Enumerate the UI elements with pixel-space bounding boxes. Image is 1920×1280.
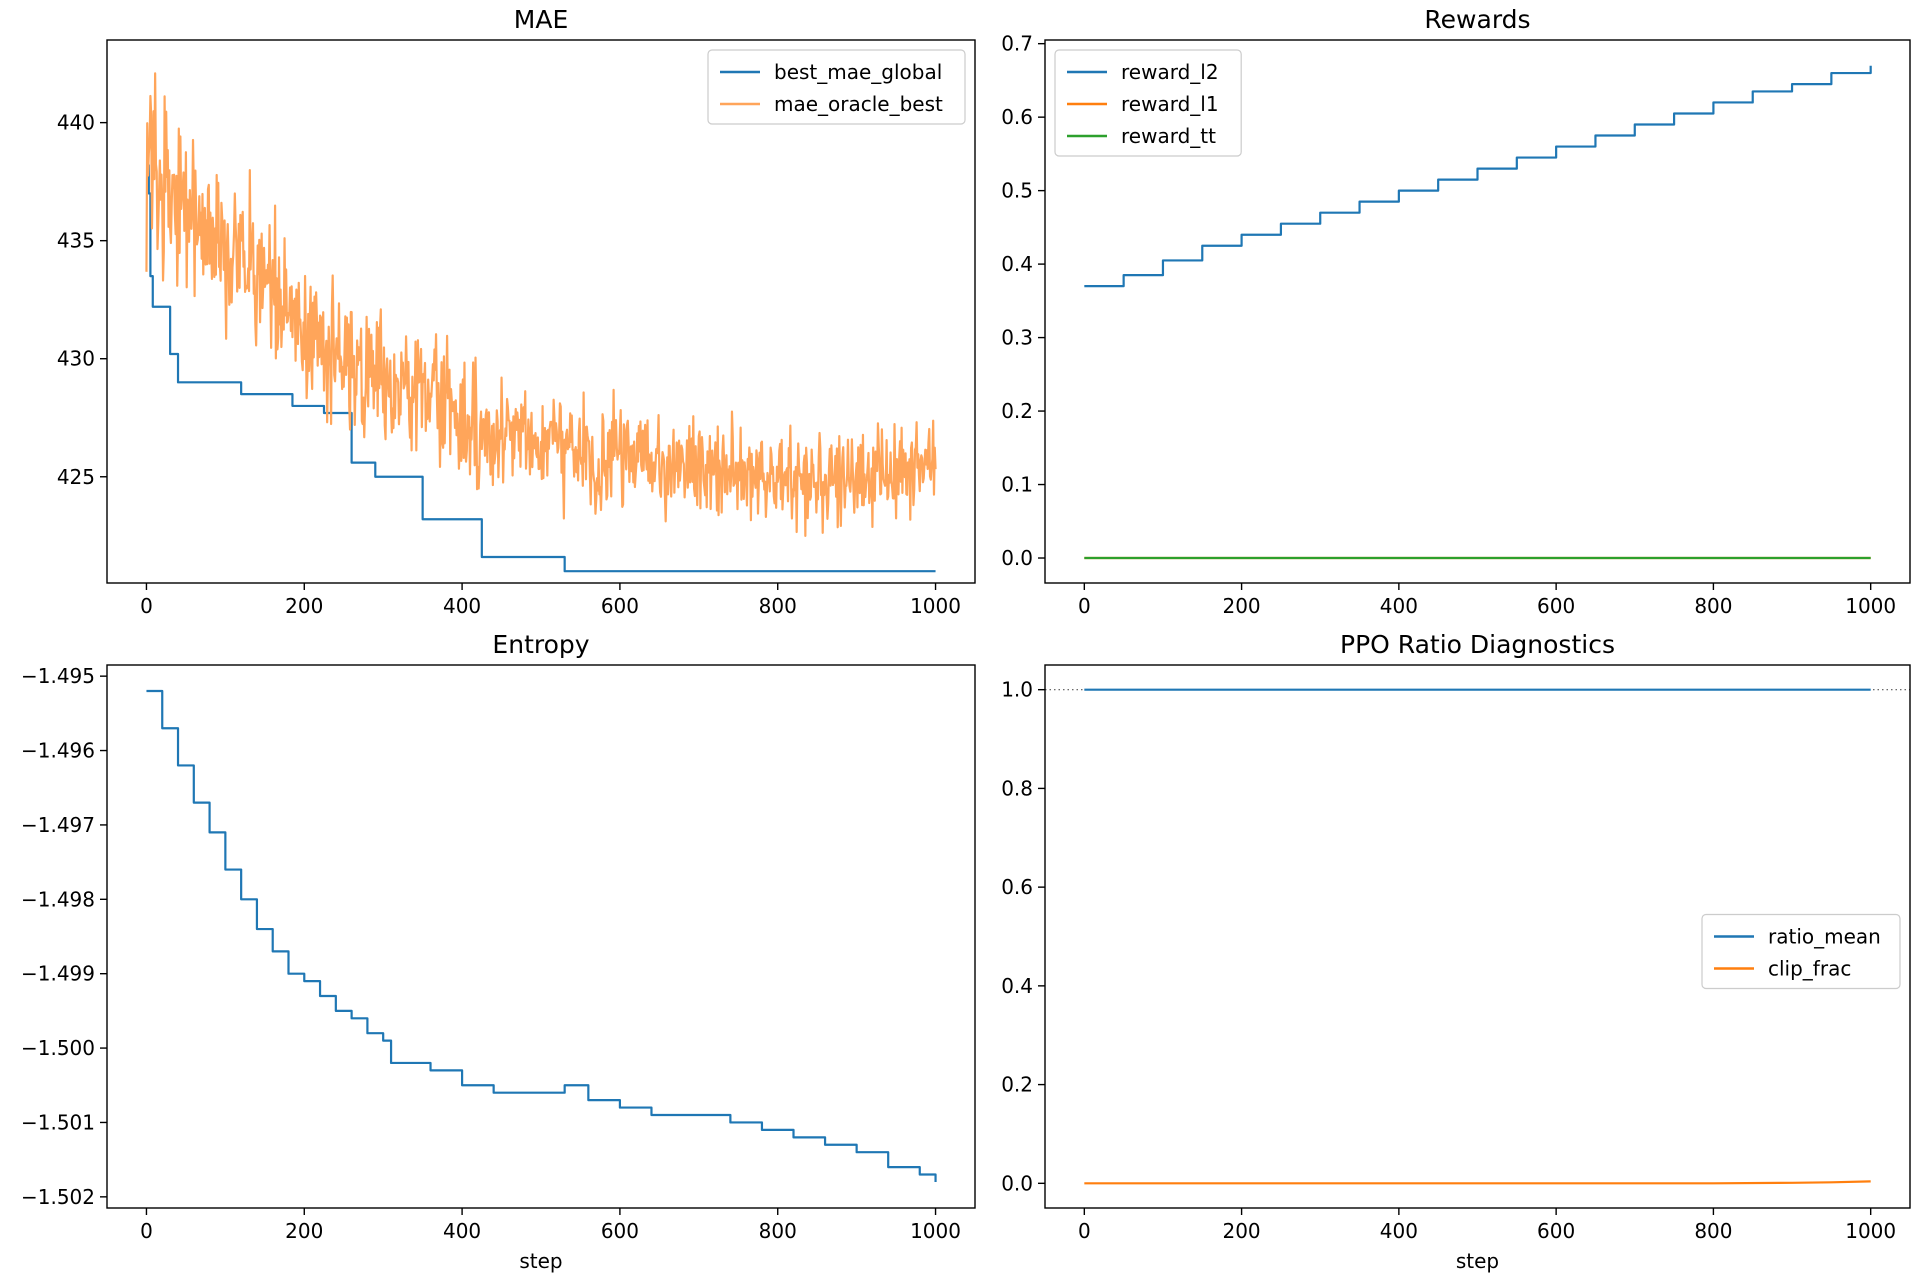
x-tick-label: 600 (601, 1219, 639, 1243)
x-tick-label: 1000 (1845, 594, 1896, 618)
legend-label: mae_oracle_best (774, 92, 943, 116)
x-tick-label: 600 (1537, 1219, 1575, 1243)
y-tick-label: 1.0 (1001, 678, 1033, 702)
legend-label: reward_l1 (1121, 92, 1219, 116)
legend-label: ratio_mean (1768, 925, 1881, 949)
x-tick-label: 800 (759, 1219, 797, 1243)
x-tick-label: 200 (285, 1219, 323, 1243)
x-axis-label: step (519, 1249, 562, 1273)
subplot-ppo: 0 200 400 600 800 1000 0.0 0.2 0.4 0.6 0.8 1.0 PPO R… (1001, 630, 1911, 1273)
legend-label: reward_l2 (1121, 60, 1219, 84)
y-tick-label: 0.0 (1001, 546, 1033, 570)
chart-title: PPO Ratio Diagnostics (1340, 630, 1615, 659)
y-tick-label: 425 (57, 465, 95, 489)
x-tick-label: 800 (1694, 594, 1732, 618)
series-line-entropy-0 (146, 689, 937, 1182)
legend-box (707, 49, 966, 125)
subplot-entropy: 0 200 400 600 800 1000 −1.502 −1.501 −1.500 −1.49… (21, 630, 976, 1273)
x-tick-label: 400 (1380, 1219, 1418, 1243)
series-line-rewards-0 (1084, 65, 1872, 288)
y-tick-label: 430 (57, 347, 95, 371)
y-tick-label: 0.0 (1001, 1171, 1033, 1195)
x-tick-label: 1000 (910, 1219, 961, 1243)
y-tick-label: −1.495 (21, 664, 95, 688)
y-tick-label: −1.501 (21, 1110, 95, 1134)
y-tick-label: −1.500 (21, 1036, 95, 1060)
x-tick-label: 200 (1222, 1219, 1260, 1243)
x-tick-label: 1000 (910, 594, 961, 618)
y-tick-label: 0.2 (1001, 399, 1033, 423)
x-tick-label: 200 (1222, 594, 1260, 618)
axes-frame (1044, 664, 1911, 1209)
x-tick-label: 400 (1380, 594, 1418, 618)
x-tick-label: 0 (140, 1219, 153, 1243)
x-axis-label: step (1456, 1249, 1499, 1273)
y-tick-label: 435 (57, 229, 95, 253)
chart-title: Rewards (1424, 5, 1530, 34)
x-tick-label: 0 (1078, 1219, 1091, 1243)
subplot-rewards: 0 200 400 600 800 1000 0.0 0.1 0.2 0.3 0.4 0.5 0.6 0.… (1001, 5, 1911, 618)
y-tick-label: 0.5 (1001, 179, 1033, 203)
y-tick-label: −1.502 (21, 1185, 95, 1209)
y-tick-label: −1.496 (21, 739, 95, 763)
x-tick-label: 0 (1078, 594, 1091, 618)
y-tick-label: −1.498 (21, 887, 95, 911)
subplot-mae: 0 200 400 600 800 1000 425 430 435 440 MAE best_mae… (57, 5, 976, 618)
legend-box (1054, 49, 1242, 157)
y-tick-label: 0.6 (1001, 875, 1033, 899)
chart-title: MAE (514, 5, 568, 34)
legend: best_mae_global mae_oracle_best (707, 49, 966, 125)
legend: ratio_mean clip_frac (1701, 913, 1901, 990)
legend-label: reward_tt (1121, 124, 1216, 148)
x-tick-label: 800 (1694, 1219, 1732, 1243)
series-line-ppo-1 (1084, 1180, 1871, 1185)
y-tick-label: 0.2 (1001, 1073, 1033, 1097)
x-tick-label: 600 (1537, 594, 1575, 618)
axes-frame (1044, 39, 1911, 584)
legend-label: clip_frac (1768, 957, 1851, 981)
x-tick-label: 600 (601, 594, 639, 618)
y-tick-label: −1.499 (21, 962, 95, 986)
series-line-mae-1 (145, 72, 937, 538)
y-tick-label: 0.3 (1001, 326, 1033, 350)
series-line-mae-0 (146, 164, 936, 573)
y-tick-label: 0.4 (1001, 252, 1033, 276)
legend: reward_l2 reward_l1 reward_tt (1054, 49, 1242, 157)
y-tick-label: 0.8 (1001, 776, 1033, 800)
axes-frame (106, 39, 976, 584)
x-tick-label: 800 (759, 594, 797, 618)
x-tick-label: 200 (285, 594, 323, 618)
legend-box (1701, 913, 1901, 990)
y-tick-label: 0.6 (1001, 105, 1033, 129)
legend-label: best_mae_global (774, 60, 942, 84)
x-tick-label: 400 (443, 594, 481, 618)
y-tick-label: 440 (57, 111, 95, 135)
y-tick-label: 0.4 (1001, 974, 1033, 998)
chart-title: Entropy (492, 630, 589, 659)
axes-frame (106, 664, 976, 1209)
y-tick-label: 0.1 (1001, 473, 1033, 497)
x-tick-label: 1000 (1845, 1219, 1896, 1243)
y-tick-label: −1.497 (21, 813, 95, 837)
x-tick-label: 0 (140, 594, 153, 618)
x-tick-label: 400 (443, 1219, 481, 1243)
y-tick-label: 0.7 (1001, 32, 1033, 56)
